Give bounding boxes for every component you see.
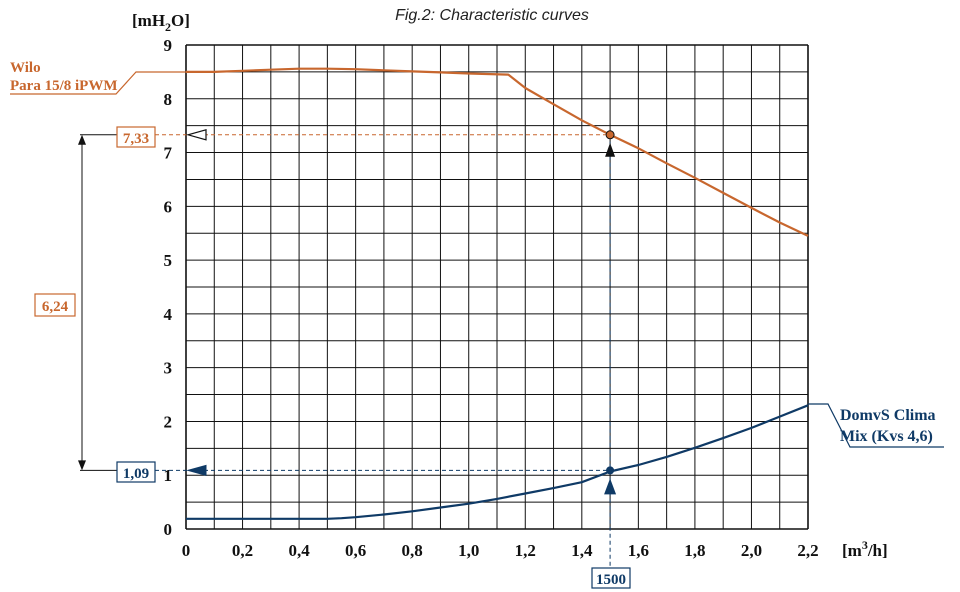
domvs-series-label: DomvS Clima Mix (Kvs 4,6) [808,403,944,448]
lower-point-arrow [604,478,617,495]
x-tick-label: 0 [182,541,191,560]
difference-label: 6,24 [42,299,69,315]
x-tick-label: 0,2 [232,541,253,560]
grid [185,44,809,530]
x-tick-label: 0,6 [345,541,366,560]
difference-arrow-top [78,134,86,145]
y-tick-label: 5 [164,251,173,270]
operating-flow-box: 1500 [591,567,631,589]
x-tick-label: 1,6 [628,541,649,560]
lower-value-label: 1,09 [123,466,149,482]
wilo-curve [186,67,809,237]
operating-flow-label: 1500 [596,572,626,588]
difference-box: 6,24 [34,293,76,317]
x-tick-label: 1,8 [684,541,705,560]
x-tick-labels: 0 0,2 0,4 0,6 0,8 1,0 1,2 1,4 1,6 1,8 2,0 2,2 [182,541,819,560]
y-tick-labels: 0 1 2 3 4 5 6 7 8 9 [164,36,173,539]
upper-intersection-point [605,130,615,140]
upper-value-box: 7,33 [116,126,156,148]
wilo-series-label: Wilo Para 15/8 iPWM [10,60,186,95]
chart-title: Fig.2: Characteristic curves [395,7,589,24]
domvs-label-line1: DomvS Clima [840,407,936,424]
y-tick-label: 8 [164,90,173,109]
difference-arrow-bottom [78,460,86,471]
wilo-label-line2: Para 15/8 iPWM [10,78,117,94]
upper-value-label: 7,33 [123,131,149,147]
x-tick-label: 2,2 [797,541,818,560]
series-lines [186,67,809,520]
upper-value-arrow [185,129,207,141]
domvs-curve [186,404,809,520]
lower-value-arrow [186,464,207,477]
x-tick-label: 0,4 [288,541,310,560]
y-tick-label: 7 [164,144,173,163]
domvs-label-leader [808,403,944,448]
domvs-label-line2: Mix (Kvs 4,6) [840,428,933,445]
y-axis-unit-label: [mH2O] [132,11,190,34]
y-tick-label: 2 [164,412,173,431]
y-tick-label: 4 [164,305,173,324]
lower-value-box: 1,09 [116,461,156,483]
x-axis-unit-label: [m3/h] [842,538,888,560]
annotations [78,129,617,568]
upper-point-arrow [605,142,616,157]
y-tick-label: 6 [164,197,173,216]
lower-intersection-point [606,466,615,475]
y-tick-label: 3 [164,359,173,378]
y-tick-label: 0 [164,520,173,539]
x-tick-label: 2,0 [741,541,762,560]
x-tick-label: 1,2 [515,541,536,560]
x-tick-label: 1,4 [571,541,593,560]
y-tick-label: 1 [164,466,173,485]
x-tick-label: 0,8 [402,541,423,560]
x-tick-label: 1,0 [458,541,479,560]
wilo-label-line1: Wilo [10,60,41,76]
wilo-label-leader [10,71,186,95]
y-tick-label: 9 [164,36,173,55]
